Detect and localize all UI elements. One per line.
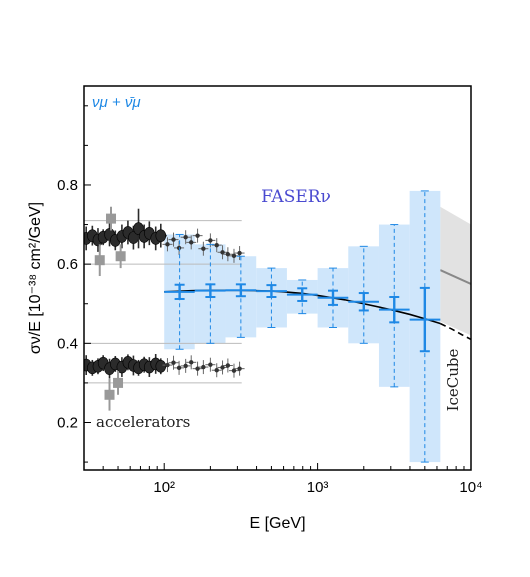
accel-nubar-scatter-marker-1 [171,360,176,365]
x-tick-label: 10⁴ [459,479,482,496]
accel-nu-marker-13 [155,229,167,242]
y-tick-label: 0.2 [57,414,78,431]
accel-nu-scatter-marker-11 [231,253,237,259]
accel-nu-scatter-marker-10 [225,252,231,257]
accelerators-label: accelerators [96,413,190,431]
icecube-band [440,206,471,336]
accel-nu-scatter-marker-2 [176,245,182,251]
species-label: νμ + ν̄μ [92,94,141,111]
accel-nu-scatter-marker-6 [201,246,206,251]
accel-nubar-marker-13 [155,359,167,373]
y-axis-title: σν/E [10⁻³⁸ cm²/GeV] [27,202,44,354]
accel-nu-grey-marker-2 [115,251,126,262]
y-tick-label: 0.6 [57,256,78,273]
accel-nubar-scatter-marker-9 [220,365,225,370]
accel-nu-grey-marker-0 [94,255,105,266]
faser-label: FASERν [261,187,331,207]
accel-nu-scatter-marker-3 [183,235,188,240]
y-tick-label: 0.4 [57,335,78,352]
accel-nu-scatter-marker-8 [214,242,219,248]
accel-nubar-grey-marker-0 [104,389,115,400]
axis-ticks [83,105,472,470]
accel-nu-scatter-marker-5 [195,233,200,238]
plot-frame [83,85,472,471]
x-axis-title: E [GeV] [249,515,305,532]
accel-nu-grey-marker-1 [106,213,117,224]
chart-labels: 10² 10³ 10⁴ 0.2 0.4 0.6 0.8 E [GeV] σν/E [10⁻³⁸ … [27,94,483,532]
accel-nubar-scatter-marker-10 [225,363,231,368]
accel-nubar-scatter-marker-0 [165,362,170,368]
plot-area [84,190,471,463]
icecube-line [439,269,471,285]
icecube-label: IceCube [444,348,462,411]
accel-nu-scatter-marker-4 [189,240,194,245]
accel-nu-scatter-marker-1 [171,237,176,242]
accel-nu-scatter-marker-9 [220,250,225,255]
x-tick-label: 10³ [307,479,329,496]
accel-nu-scatter-marker-7 [208,238,213,243]
accel-nubar-scatter-marker-8 [214,368,219,373]
accel-nubar-scatter-marker-4 [189,360,194,365]
accel-nu-scatter-marker-12 [237,250,242,256]
accel-nubar-scatter-marker-7 [208,362,213,367]
accel-nubar-grey-marker-1 [113,377,124,388]
accel-nubar-scatter-marker-11 [231,368,237,373]
x-tick-label: 10² [153,479,175,496]
accel-nu-scatter-marker-0 [165,242,170,247]
accel-nubar-scatter-marker-2 [176,365,182,371]
accel-nubar-scatter-marker-3 [183,363,188,369]
accel-nubar-scatter-marker-12 [237,366,242,371]
accel-nubar-scatter-marker-6 [201,364,206,370]
y-tick-label: 0.8 [57,177,78,194]
